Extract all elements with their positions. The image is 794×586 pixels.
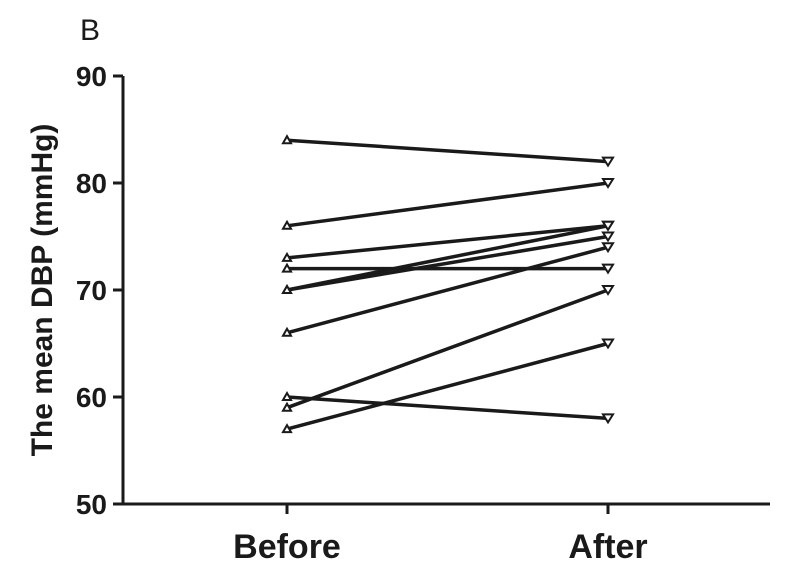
before-point [281, 423, 293, 434]
series-3 [281, 220, 615, 262]
after-point [601, 178, 615, 189]
series-line [286, 234, 609, 292]
series-line [286, 224, 609, 260]
series-7 [281, 242, 615, 337]
before-point [281, 401, 293, 412]
series-2 [281, 178, 615, 230]
before-point [281, 262, 293, 273]
series-1 [281, 134, 615, 168]
series-6 [281, 231, 615, 294]
series-line [286, 288, 609, 410]
after-point [601, 242, 615, 254]
after-point [601, 263, 615, 275]
x-tick-label: After [568, 528, 647, 566]
y-axis-label: The mean DBP (mmHg) [26, 124, 59, 457]
before-point [281, 390, 293, 401]
x-tick-label: Before [233, 528, 341, 566]
series-4 [281, 262, 615, 275]
series-line [286, 341, 609, 431]
y-tick-label: 50 [76, 489, 107, 520]
series-line [286, 224, 609, 292]
before-point [281, 219, 293, 230]
before-point [281, 251, 293, 262]
y-tick-label: 80 [76, 168, 107, 199]
after-point [601, 220, 615, 232]
y-tick-label: 60 [76, 382, 107, 413]
series-9 [281, 285, 615, 412]
after-point [601, 413, 615, 425]
before-point [281, 326, 293, 337]
panel-label: B [80, 14, 100, 47]
after-point [601, 231, 615, 243]
y-tick-label: 90 [76, 61, 107, 92]
after-point [601, 338, 615, 350]
series-8 [281, 390, 615, 425]
series-line [286, 245, 609, 335]
series-10 [281, 338, 615, 434]
series-line [286, 138, 609, 164]
before-point [281, 283, 293, 294]
series-line [286, 181, 609, 228]
before-point [281, 134, 293, 145]
series-line [286, 395, 609, 421]
after-point [601, 156, 615, 168]
y-tick-label: 70 [76, 275, 107, 306]
after-point [601, 285, 615, 296]
